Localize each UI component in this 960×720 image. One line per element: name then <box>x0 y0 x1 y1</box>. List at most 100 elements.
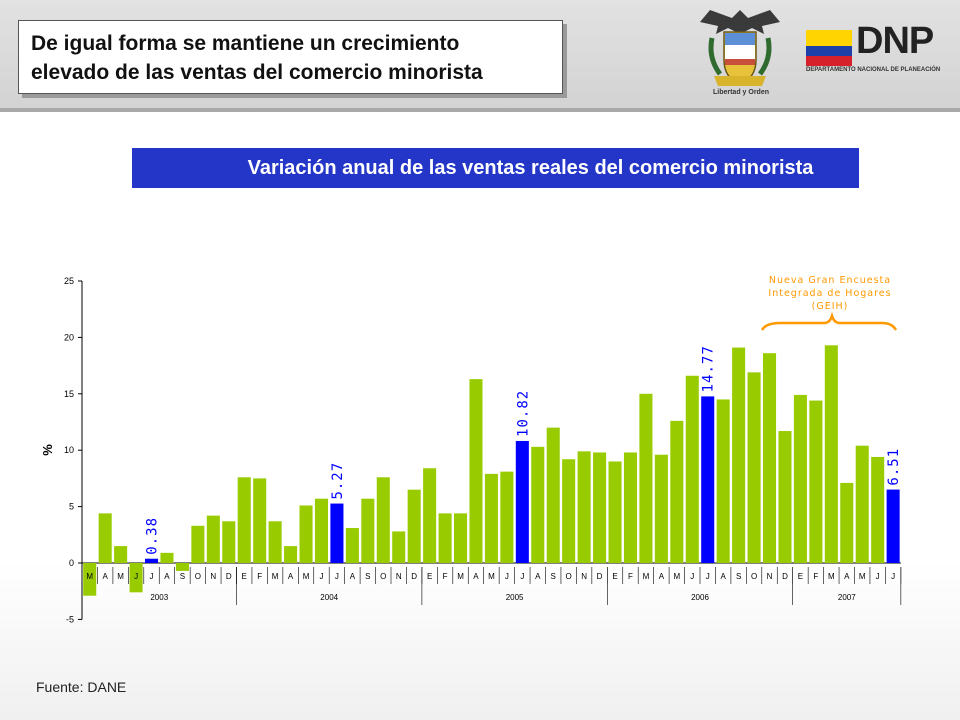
x-tick-label: M <box>673 572 680 581</box>
x-tick-label: A <box>844 572 850 581</box>
x-tick-label: J <box>520 572 524 581</box>
x-tick-label: N <box>396 572 402 581</box>
bar <box>330 503 344 563</box>
y-tick-label: 15 <box>64 389 74 399</box>
x-tick-label: A <box>164 572 170 581</box>
source-note: Fuente: DANE <box>36 679 127 695</box>
x-tick-label: E <box>427 572 432 581</box>
x-tick-label: N <box>767 572 773 581</box>
y-axis-label: % <box>40 444 55 456</box>
bar <box>129 563 143 593</box>
bar-value-label: 5.27 <box>330 462 346 500</box>
bar <box>623 452 637 563</box>
x-tick-label: S <box>551 572 556 581</box>
bar <box>454 513 468 563</box>
x-tick-label: D <box>782 572 788 581</box>
x-tick-label: M <box>303 572 310 581</box>
annotation-text: Integrada de Hogares <box>768 288 891 299</box>
bar <box>500 471 514 563</box>
x-tick-label: O <box>566 572 572 581</box>
x-tick-label: E <box>242 572 247 581</box>
bar <box>392 531 406 563</box>
x-tick-label: J <box>150 572 154 581</box>
x-tick-label: M <box>643 572 650 581</box>
bar <box>608 461 622 563</box>
x-tick-label: A <box>659 572 665 581</box>
year-label: 2005 <box>506 593 524 602</box>
annotation-text: (GEIH) <box>812 301 849 312</box>
x-tick-label: M <box>457 572 464 581</box>
bar <box>407 489 421 563</box>
x-tick-label: F <box>813 572 818 581</box>
slide-title-box: De igual forma se mantiene un crecimient… <box>18 20 563 94</box>
year-label: 2003 <box>150 593 168 602</box>
bar <box>763 353 777 563</box>
bar-value-label: 10.82 <box>515 390 531 437</box>
bar <box>83 563 97 596</box>
bar <box>670 420 684 563</box>
bar <box>268 521 282 563</box>
bar <box>314 498 328 563</box>
bar <box>175 563 189 571</box>
bar <box>98 513 112 563</box>
annotation-brace <box>760 311 898 331</box>
x-tick-label: A <box>535 572 541 581</box>
bar <box>701 396 715 563</box>
x-tick-label: J <box>505 572 509 581</box>
x-tick-label: J <box>891 572 895 581</box>
x-tick-label: M <box>828 572 835 581</box>
y-tick-label: 0 <box>69 558 74 568</box>
bar <box>361 498 375 563</box>
x-tick-label: F <box>257 572 262 581</box>
bar <box>747 372 761 563</box>
bar <box>732 347 746 563</box>
bar <box>562 459 576 563</box>
x-tick-label: A <box>103 572 109 581</box>
y-tick-label: 25 <box>64 276 74 286</box>
x-tick-label: N <box>210 572 216 581</box>
y-tick-label: 20 <box>64 332 74 342</box>
bar-value-label: 0.38 <box>145 517 161 555</box>
bar <box>376 477 390 563</box>
bar <box>222 521 236 563</box>
year-label: 2007 <box>838 593 856 602</box>
dnp-logo-text: DNP <box>856 20 934 62</box>
bar <box>206 515 220 563</box>
year-label: 2006 <box>691 593 709 602</box>
x-tick-label: A <box>473 572 479 581</box>
bar <box>438 513 452 563</box>
coat-of-arms-logo <box>700 10 780 86</box>
bar <box>577 451 591 563</box>
x-tick-label: E <box>612 572 617 581</box>
y-tick-label: -5 <box>66 614 74 624</box>
bar <box>778 431 792 563</box>
x-tick-label: N <box>581 572 587 581</box>
bar <box>654 454 668 563</box>
x-tick-label: A <box>288 572 294 581</box>
chart-title: Variación anual de las ventas reales del… <box>132 148 859 188</box>
x-tick-label: M <box>859 572 866 581</box>
y-tick-label: 5 <box>69 502 74 512</box>
bar <box>253 478 267 563</box>
bar <box>114 546 128 563</box>
bar <box>871 456 885 563</box>
x-tick-label: E <box>798 572 803 581</box>
x-tick-label: S <box>180 572 185 581</box>
x-tick-label: J <box>876 572 880 581</box>
x-tick-label: S <box>365 572 370 581</box>
bar <box>824 345 838 563</box>
bar <box>299 505 313 563</box>
bar <box>423 468 437 563</box>
bar <box>237 477 251 563</box>
bar <box>284 546 298 563</box>
annotation-text: Nueva Gran Encuesta <box>769 275 891 286</box>
x-tick-label: O <box>380 572 386 581</box>
x-tick-label: M <box>272 572 279 581</box>
x-tick-label: J <box>706 572 710 581</box>
bar <box>793 394 807 563</box>
x-tick-label: J <box>134 572 138 581</box>
x-tick-label: D <box>411 572 417 581</box>
bar <box>345 528 359 563</box>
bar <box>484 473 498 563</box>
x-tick-label: D <box>597 572 603 581</box>
